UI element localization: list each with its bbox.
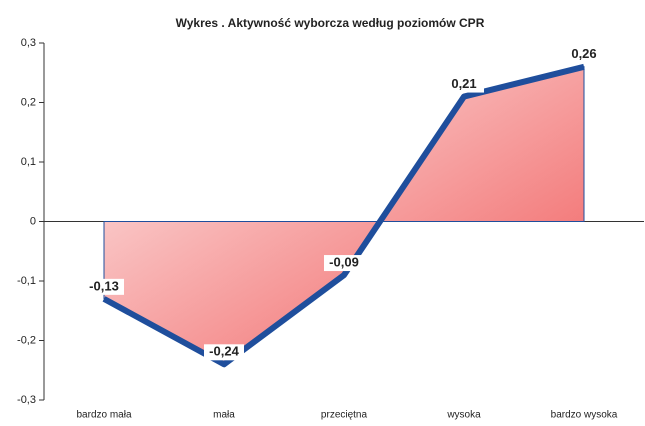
data-label-bg [324,255,364,272]
y-tick-label: 0 [30,215,36,227]
data-label: -0,09 [324,254,364,272]
data-label-text: 0,26 [571,46,596,61]
data-label: -0,24 [204,344,244,361]
x-tick-label: bardzo mała [76,410,131,421]
area [103,66,585,365]
data-label-text: -0,09 [329,254,359,269]
data-label: 0,21 [444,76,484,93]
y-tick-label: -0,2 [17,334,36,346]
data-label-bg [444,76,484,93]
y-tick-label: 0,3 [21,37,36,49]
chart-title: Wykres . Aktywność wyborcza według pozio… [176,16,485,30]
line [102,63,585,368]
y-tick-label: -0,3 [17,394,36,406]
x-tick-label: bardzo wysoka [551,410,618,421]
x-tick-label: przeciętna [321,410,368,421]
y-tick-label: -0,1 [17,275,36,287]
data-label: 0,26 [564,46,604,63]
data-label: -0,13 [84,278,124,295]
data-label-text: -0,24 [209,344,239,359]
y-tick-label: 0,1 [21,156,36,168]
data-label-bg [564,46,604,63]
data-label-bg [204,344,244,361]
data-label-bg [84,278,124,295]
y-tick-label: 0,2 [21,96,36,108]
data-label-text: -0,13 [89,278,119,293]
data-label-text: 0,21 [451,76,476,91]
x-tick-label: wysoka [446,410,481,421]
x-tick-label: mała [213,410,235,421]
